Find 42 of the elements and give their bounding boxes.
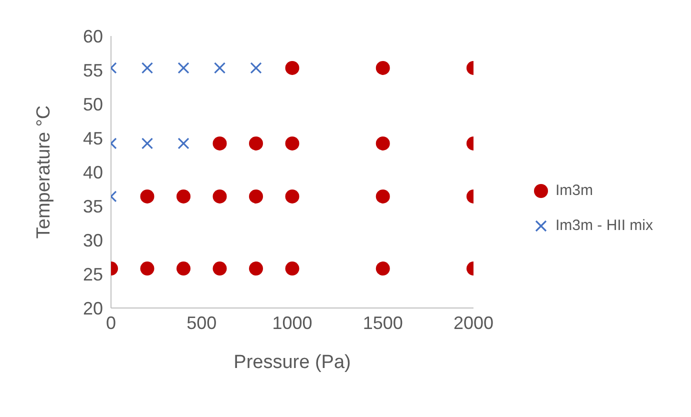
point <box>376 60 390 75</box>
point <box>178 138 190 150</box>
point <box>249 136 263 150</box>
y-tick-label: 50 <box>82 94 103 114</box>
legend-label: Im3m <box>556 182 593 199</box>
point <box>212 262 227 276</box>
point <box>141 138 154 150</box>
point <box>176 262 190 276</box>
point <box>212 136 227 150</box>
point <box>376 136 390 150</box>
point <box>285 189 300 204</box>
x-tick-label: 1500 <box>362 312 403 333</box>
point <box>285 60 300 75</box>
x-tick-label: 500 <box>186 312 217 333</box>
x-axis-title: Pressure (Pa) <box>234 352 351 373</box>
point <box>250 62 262 74</box>
point <box>249 189 263 204</box>
point <box>140 262 154 276</box>
point <box>178 62 190 74</box>
point <box>214 62 226 74</box>
legend-label: Im3m - HII mix <box>556 217 653 234</box>
point <box>140 189 154 204</box>
point <box>285 136 300 150</box>
y-tick-label: 55 <box>82 60 103 80</box>
y-tick-label: 35 <box>82 196 103 216</box>
y-tick-label: 60 <box>82 26 103 46</box>
y-axis-title: Temperature °C <box>34 105 55 239</box>
y-tick-label: 25 <box>82 264 103 284</box>
y-tick-label: 30 <box>82 230 103 250</box>
x-tick-label: 0 <box>106 312 116 333</box>
point <box>141 62 154 74</box>
x-tick-label: 1000 <box>272 312 312 333</box>
point <box>376 262 390 276</box>
point <box>212 189 227 204</box>
point <box>176 189 190 204</box>
y-tick-label: 40 <box>82 162 103 182</box>
point <box>249 262 263 276</box>
x-tick-label: 2000 <box>453 312 494 333</box>
y-tick-label: 45 <box>82 128 103 148</box>
y-tick-label: 20 <box>82 298 103 318</box>
point <box>376 189 390 204</box>
point <box>285 262 300 276</box>
